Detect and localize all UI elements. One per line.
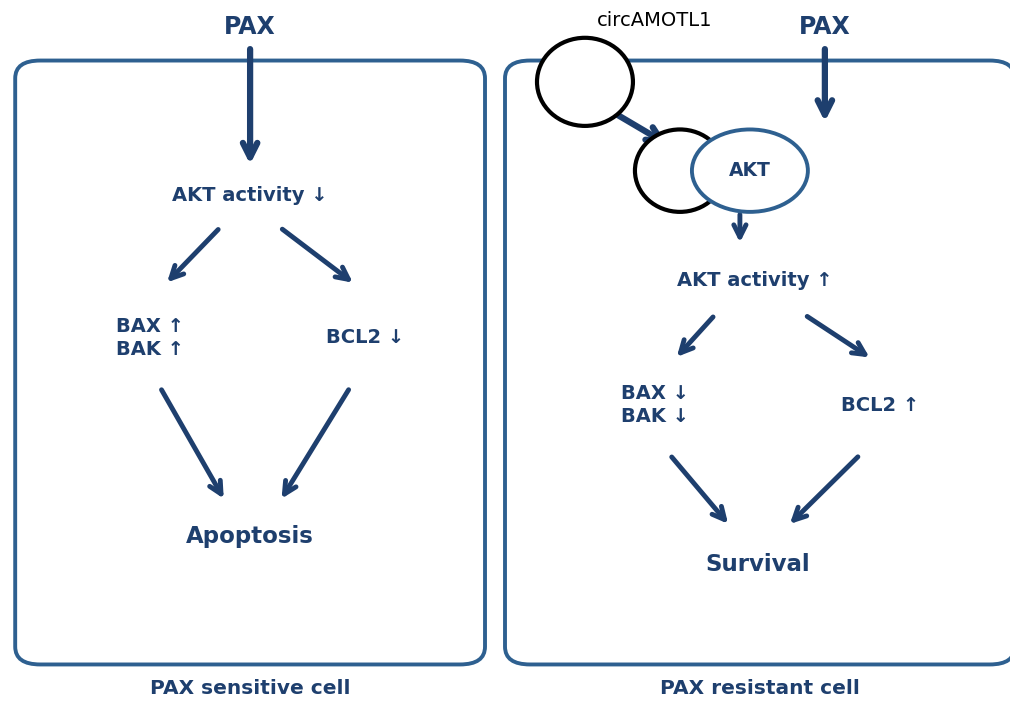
Text: BCL2 ↑: BCL2 ↑: [840, 396, 918, 415]
Text: circAMOTL1: circAMOTL1: [596, 11, 712, 30]
Text: BAX ↑
BAK ↑: BAX ↑ BAK ↑: [116, 317, 184, 358]
Text: PAX resistant cell: PAX resistant cell: [659, 679, 859, 697]
Text: AKT: AKT: [729, 161, 770, 181]
Text: BAX ↓
BAK ↓: BAX ↓ BAK ↓: [621, 384, 688, 426]
Text: PAX: PAX: [224, 15, 276, 39]
Text: AKT activity ↓: AKT activity ↓: [172, 186, 327, 205]
Text: BCL2 ↓: BCL2 ↓: [326, 328, 404, 347]
FancyBboxPatch shape: [504, 61, 1014, 664]
Ellipse shape: [691, 130, 807, 212]
Text: PAX: PAX: [798, 15, 850, 39]
FancyBboxPatch shape: [15, 61, 485, 664]
Ellipse shape: [536, 38, 633, 126]
Text: Survival: Survival: [705, 553, 809, 576]
Text: PAX sensitive cell: PAX sensitive cell: [150, 679, 350, 697]
Ellipse shape: [634, 130, 725, 212]
Text: AKT activity ↑: AKT activity ↑: [677, 271, 832, 290]
Text: Apoptosis: Apoptosis: [186, 525, 314, 548]
